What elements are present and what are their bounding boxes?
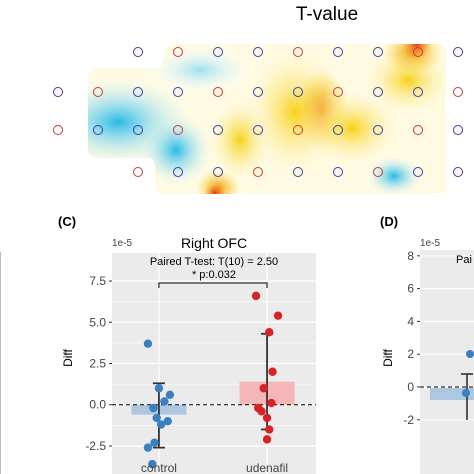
channel-marker xyxy=(133,125,143,135)
panel-c-y-axis: -2.5 0.0 2.5 5.0 7.5 xyxy=(85,274,112,453)
panel-d-plot: Pai xyxy=(420,250,474,474)
channel-marker xyxy=(53,87,63,97)
channel-marker xyxy=(133,167,143,177)
channel-marker xyxy=(333,47,343,57)
channel-marker xyxy=(373,125,383,135)
data-point-udenafil xyxy=(267,398,276,408)
data-point-udenafil xyxy=(262,413,272,423)
channel-marker xyxy=(133,47,143,57)
panel-d-point xyxy=(462,389,470,397)
data-point-control xyxy=(148,459,157,469)
channel-marker xyxy=(213,87,223,97)
panel-d-background xyxy=(420,250,474,474)
y-tick-label: 7.5 xyxy=(89,274,106,288)
channel-marker xyxy=(253,47,263,57)
panel-c-letter: (C) xyxy=(58,214,76,229)
channel-marker xyxy=(293,167,303,177)
panel-d-exponent: 1e-5 xyxy=(420,238,440,249)
panel-d-letter: (D) xyxy=(380,214,398,229)
channel-marker xyxy=(213,125,223,135)
channel-marker xyxy=(253,87,263,97)
x-tick-label-udenafil: udenafil xyxy=(246,461,288,474)
channel-marker xyxy=(213,167,223,177)
annotation-test: Paired T-test: T(10) = 2.50 xyxy=(150,256,278,268)
data-point-udenafil xyxy=(257,407,266,416)
heatmap-surface xyxy=(88,44,446,194)
data-point-udenafil xyxy=(265,327,274,337)
channel-marker xyxy=(453,47,463,57)
data-point-udenafil xyxy=(273,311,283,320)
y-tick-label: 8 xyxy=(407,249,414,263)
panel-d-ylabel: Diff xyxy=(381,348,395,366)
y-tick-label: 0 xyxy=(407,380,414,394)
channel-marker xyxy=(413,167,423,177)
y-tick-label: 6 xyxy=(407,282,414,296)
y-tick-label: 2 xyxy=(407,347,414,361)
data-point-udenafil xyxy=(259,384,268,393)
data-point-control xyxy=(156,420,166,429)
channel-marker xyxy=(333,87,343,97)
data-point-control xyxy=(154,384,164,393)
channel-marker xyxy=(373,47,383,57)
data-point-control xyxy=(143,339,153,348)
bracket-line xyxy=(158,282,268,288)
channel-marker xyxy=(453,125,463,135)
channel-marker xyxy=(333,125,343,135)
channel-marker xyxy=(293,125,303,135)
significance-bracket xyxy=(158,282,268,288)
channel-marker xyxy=(53,125,63,135)
heatmap-channel-markers xyxy=(53,47,463,177)
annotation-pvalue: * p:0.032 xyxy=(192,269,236,281)
channel-marker xyxy=(373,167,383,177)
channel-marker xyxy=(453,167,463,177)
panel-c-plot: Paired T-test: T(10) = 2.50 * p:0.032 xyxy=(112,253,316,474)
channel-marker xyxy=(253,167,263,177)
y-tick-label: 2.5 xyxy=(89,357,106,371)
y-tick-label: -2 xyxy=(403,413,414,427)
channel-marker xyxy=(333,167,343,177)
channel-marker xyxy=(253,125,263,135)
channel-marker xyxy=(173,167,183,177)
panel-c-ylabel: Diff xyxy=(61,348,75,366)
y-tick-label: 4 xyxy=(407,314,414,328)
data-point-udenafil xyxy=(268,367,277,376)
heatmap-title: T-value xyxy=(296,4,358,25)
panel-c-title: Right OFC xyxy=(181,235,247,251)
y-tick-label: -2.5 xyxy=(85,439,106,453)
data-point-udenafil xyxy=(251,291,261,301)
channel-marker xyxy=(133,87,143,97)
panel-d-y-axis: 8 6 4 2 0 -2 xyxy=(403,249,420,427)
data-point-control xyxy=(150,438,159,447)
panel-c-points xyxy=(143,291,283,469)
channel-marker xyxy=(413,47,423,57)
channel-marker xyxy=(173,87,183,97)
channel-marker xyxy=(173,47,183,57)
data-point-control xyxy=(143,443,153,452)
channel-marker xyxy=(293,47,303,57)
panel-d-annotation: Pai xyxy=(456,254,472,266)
panel-c-exponent: 1e-5 xyxy=(112,238,132,249)
channel-marker xyxy=(293,87,303,97)
data-point-udenafil xyxy=(265,425,274,434)
channel-marker xyxy=(173,125,183,135)
data-point-control xyxy=(165,390,175,400)
data-point-control xyxy=(149,403,158,413)
channel-marker xyxy=(213,47,223,57)
data-point-udenafil xyxy=(262,435,272,444)
channel-marker xyxy=(93,125,103,135)
y-tick-label: 5.0 xyxy=(89,315,106,329)
data-point-control xyxy=(152,413,161,423)
y-tick-label: 0.0 xyxy=(89,398,106,412)
channel-marker xyxy=(413,125,423,135)
channel-marker xyxy=(453,87,463,97)
channel-marker xyxy=(93,87,103,97)
panel-c-x-axis: control udenafil xyxy=(141,461,288,474)
x-tick-label-control: control xyxy=(141,461,177,474)
channel-marker xyxy=(413,87,423,97)
data-point-control xyxy=(163,417,172,426)
panel-d-point xyxy=(466,350,474,358)
channel-marker xyxy=(373,87,383,97)
data-point-control xyxy=(160,397,169,406)
